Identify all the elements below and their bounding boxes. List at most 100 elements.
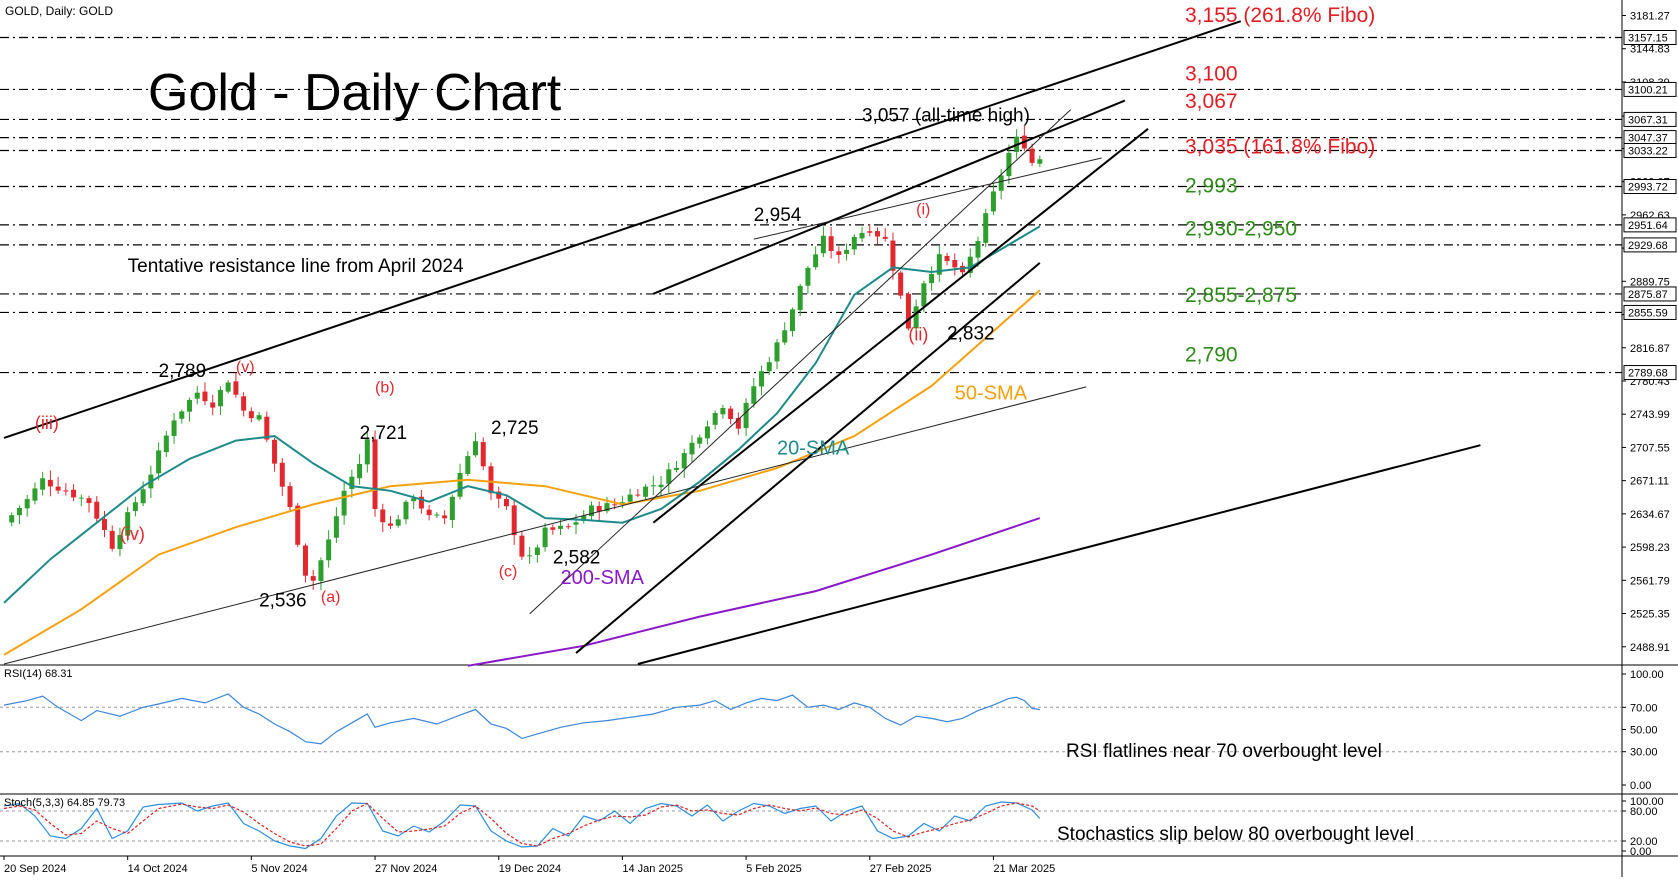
stochastic-d-line bbox=[3, 802, 1041, 847]
candle-bear bbox=[310, 576, 316, 581]
price-box-label: 2855.59 bbox=[1628, 307, 1668, 319]
y-tick-label: 2561.79 bbox=[1630, 575, 1670, 587]
candle-bull bbox=[194, 392, 200, 399]
candle-bear bbox=[71, 489, 77, 498]
candle-bear bbox=[264, 416, 270, 440]
price-box-label: 3100.21 bbox=[1628, 84, 1668, 96]
elliott-wave-label: (i) bbox=[916, 202, 930, 219]
candle-bull bbox=[697, 437, 703, 444]
candle-bull bbox=[171, 420, 177, 436]
sma-label: 20-SMA bbox=[777, 437, 850, 459]
price-annotation: 2,582 bbox=[553, 548, 601, 569]
price-annotation: 2,954 bbox=[754, 205, 802, 226]
x-tick-label: 19 Dec 2024 bbox=[499, 863, 561, 875]
candle-bear bbox=[248, 411, 254, 419]
candle-bull bbox=[797, 285, 803, 311]
sma-label: 50-SMA bbox=[955, 383, 1028, 405]
price-box-label: 2875.87 bbox=[1628, 289, 1668, 301]
candle-bear bbox=[380, 509, 386, 523]
price-box bbox=[1623, 286, 1677, 302]
stochastic-annotation: Stochastics slip below 80 overbought lev… bbox=[1057, 824, 1414, 845]
candle-bull bbox=[156, 450, 162, 474]
candle-bear bbox=[295, 505, 301, 545]
price-annotation: 2,832 bbox=[947, 323, 995, 344]
price-annotation: 2,721 bbox=[360, 423, 408, 444]
candle-bull bbox=[9, 515, 15, 523]
stochastic-tick-label: 0.00 bbox=[1630, 846, 1651, 858]
candle-bear bbox=[241, 396, 247, 411]
candle-bull bbox=[318, 560, 324, 581]
candle-bull bbox=[16, 508, 22, 516]
rsi-tick-label: 100.00 bbox=[1630, 669, 1664, 681]
trendline bbox=[637, 444, 1481, 665]
candle-bear bbox=[418, 496, 424, 509]
y-tick-label: 2707.55 bbox=[1630, 442, 1670, 454]
candle-bull bbox=[449, 496, 455, 520]
chart-title: Gold - Daily Chart bbox=[148, 64, 562, 122]
x-tick-label: 5 Feb 2025 bbox=[746, 863, 802, 875]
price-box-label: 2951.64 bbox=[1628, 220, 1668, 232]
y-tick-label: 2889.75 bbox=[1630, 276, 1670, 288]
candle-bull bbox=[666, 469, 672, 484]
rsi-tick-label: 70.00 bbox=[1630, 702, 1658, 714]
price-box-label: 2929.68 bbox=[1628, 240, 1668, 252]
price-box-label: 3157.15 bbox=[1628, 33, 1668, 45]
sma50-line bbox=[3, 289, 1041, 656]
y-tick-label: 2671.11 bbox=[1630, 476, 1669, 488]
candle-bull bbox=[132, 502, 138, 511]
rsi-line bbox=[3, 693, 1040, 745]
price-annotation: 2,789 bbox=[159, 361, 207, 382]
candle-bear bbox=[550, 527, 556, 530]
x-tick-label: 20 Sep 2024 bbox=[4, 863, 66, 875]
price-box bbox=[1623, 217, 1677, 233]
candle-bull bbox=[117, 535, 123, 550]
candle-bear bbox=[372, 439, 378, 509]
candle-bear bbox=[426, 509, 432, 516]
candle-bear bbox=[302, 545, 308, 576]
candle-bull bbox=[929, 273, 935, 284]
candle-bull bbox=[32, 488, 38, 501]
candle-bull bbox=[364, 439, 370, 465]
candle-bull bbox=[704, 426, 710, 439]
candle-bear bbox=[488, 466, 494, 494]
candle-bull bbox=[851, 236, 857, 250]
candle-bull bbox=[712, 413, 718, 425]
elliott-wave-label: (b) bbox=[375, 379, 395, 396]
candle-bull bbox=[1006, 152, 1012, 177]
rsi-tick-label: 0.00 bbox=[1630, 780, 1651, 792]
candle-bull bbox=[820, 235, 826, 254]
candle-bear bbox=[905, 293, 911, 329]
rsi-tick-label: 30.00 bbox=[1630, 747, 1658, 759]
price-annotation: 2,536 bbox=[259, 591, 307, 612]
candle-bull bbox=[527, 555, 533, 557]
candle-bull bbox=[256, 415, 262, 420]
candle-bull bbox=[326, 539, 332, 561]
candle-bear bbox=[55, 486, 61, 491]
rsi-indicator-label: RSI(14) 68.31 bbox=[4, 668, 72, 680]
candle-bull bbox=[766, 362, 772, 372]
candle-bull bbox=[573, 522, 579, 525]
support-label: 2,930-2,950 bbox=[1185, 217, 1297, 240]
candle-bull bbox=[844, 249, 850, 254]
candle-bear bbox=[496, 491, 502, 499]
y-tick-label: 2598.23 bbox=[1630, 542, 1670, 554]
elliott-wave-label: (iv) bbox=[120, 524, 145, 544]
stochastic-indicator-label: Stoch(5,3,3) 64.85 79.73 bbox=[4, 797, 125, 809]
candle-bull bbox=[341, 490, 347, 516]
candle-bull bbox=[990, 191, 996, 212]
candle-bull bbox=[542, 527, 548, 548]
candle-bull bbox=[975, 241, 981, 258]
price-box bbox=[1623, 179, 1677, 195]
candle-bull bbox=[859, 232, 865, 239]
y-tick-label: 2816.87 bbox=[1630, 343, 1670, 355]
x-tick-label: 5 Nov 2024 bbox=[251, 863, 307, 875]
candle-bear bbox=[511, 505, 517, 536]
rsi-annotation: RSI flatlines near 70 overbought level bbox=[1066, 741, 1382, 762]
candle-bull bbox=[558, 525, 564, 529]
candle-bear bbox=[480, 442, 486, 467]
candle-bull bbox=[179, 411, 185, 419]
x-tick-label: 14 Oct 2024 bbox=[128, 863, 188, 875]
candle-bull bbox=[534, 547, 540, 556]
elliott-wave-label: (c) bbox=[499, 563, 518, 580]
